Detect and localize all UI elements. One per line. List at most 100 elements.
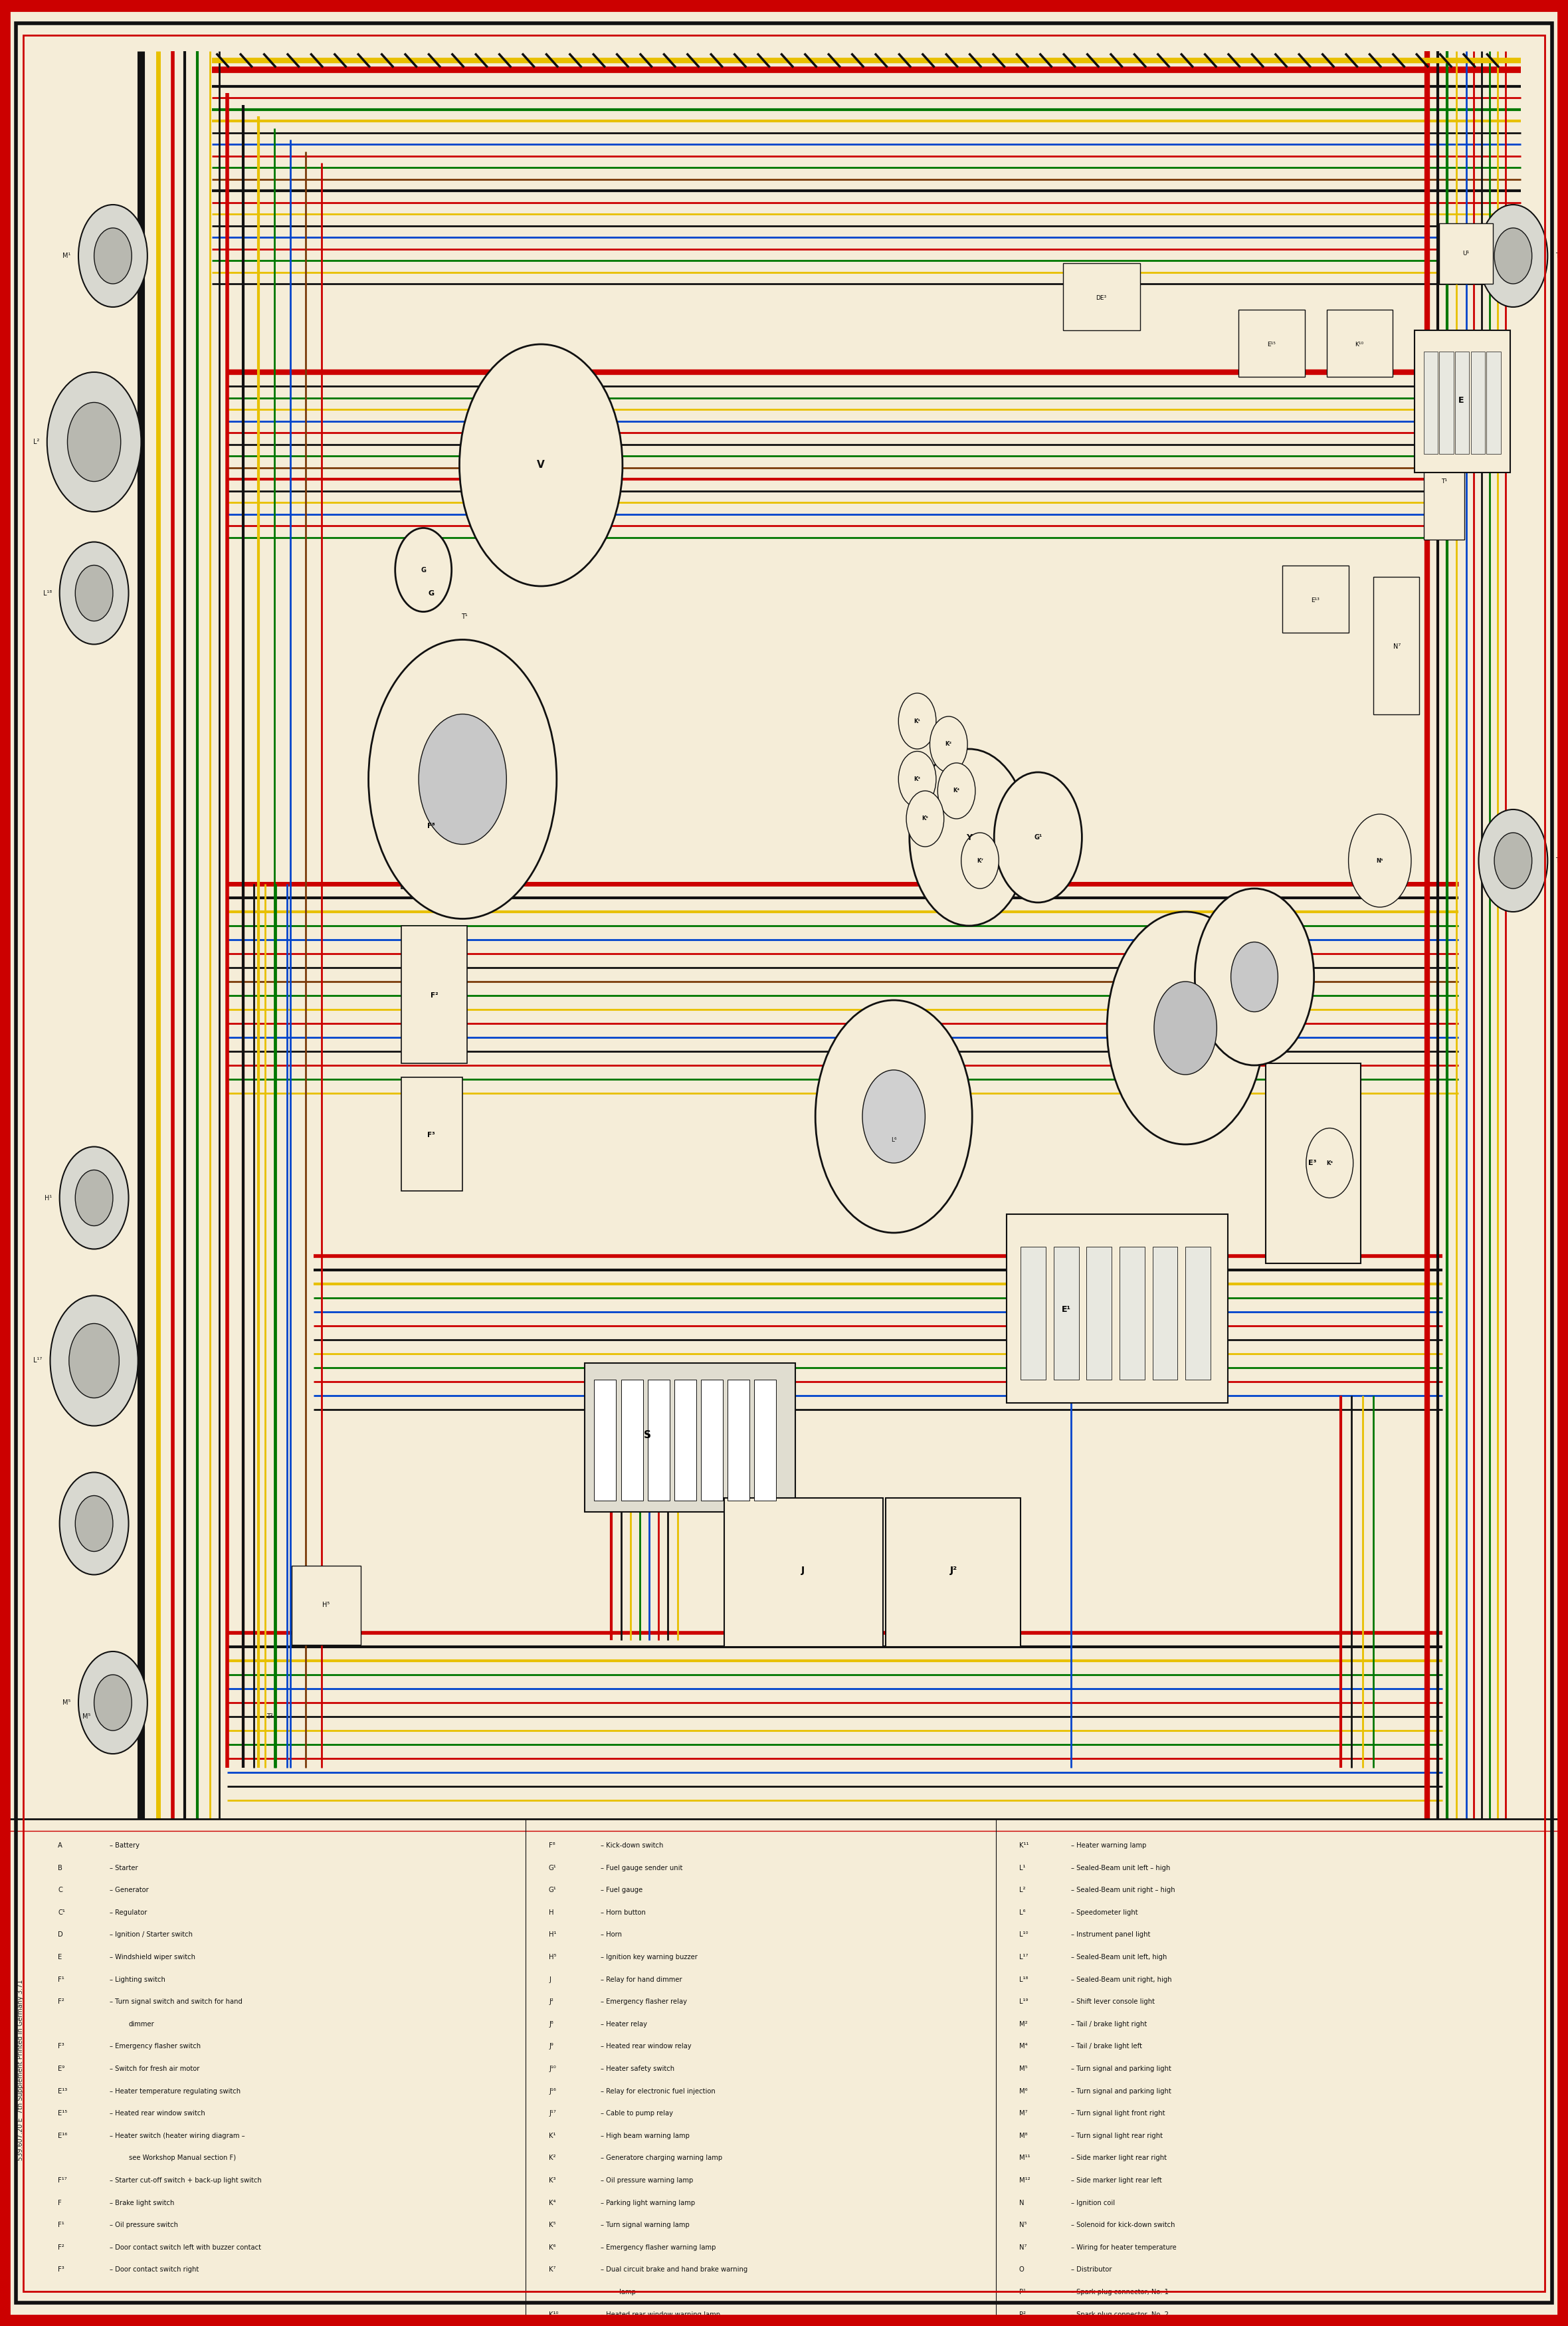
Text: K⁴: K⁴ — [953, 789, 960, 793]
Text: K²: K² — [549, 2154, 555, 2161]
Text: – Horn: – Horn — [601, 1931, 622, 1938]
Text: – Turn signal light front right: – Turn signal light front right — [1071, 2110, 1165, 2117]
Text: T¹: T¹ — [461, 614, 467, 619]
Circle shape — [50, 1296, 138, 1426]
Text: – Turn signal warning lamp: – Turn signal warning lamp — [601, 2221, 690, 2228]
Text: E¹⁵: E¹⁵ — [58, 2110, 67, 2117]
Text: – Ignition key warning buzzer: – Ignition key warning buzzer — [601, 1954, 698, 1961]
Text: M¹: M¹ — [63, 254, 71, 258]
Text: P¹: P¹ — [1019, 2289, 1025, 2296]
Text: – Battery: – Battery — [110, 1842, 140, 1849]
Text: – Wiring for heater temperature: – Wiring for heater temperature — [1071, 2245, 1176, 2252]
Text: – Tail / brake light left: – Tail / brake light left — [1071, 2042, 1142, 2049]
Text: K¹: K¹ — [549, 2133, 555, 2140]
Text: – Heater temperature regulating switch: – Heater temperature regulating switch — [110, 2089, 241, 2093]
Text: – Horn button: – Horn button — [601, 1910, 646, 1917]
Text: L: L — [891, 1112, 897, 1121]
Text: G: G — [428, 591, 434, 595]
FancyBboxPatch shape — [594, 1379, 616, 1500]
Circle shape — [930, 716, 967, 772]
Text: – Kick-down switch: – Kick-down switch — [601, 1842, 663, 1849]
Text: M¹²: M¹² — [1019, 2177, 1030, 2184]
Text: E⁹: E⁹ — [58, 2065, 64, 2072]
Circle shape — [60, 542, 129, 644]
FancyBboxPatch shape — [1374, 577, 1419, 714]
FancyBboxPatch shape — [1239, 309, 1305, 377]
Text: G¹: G¹ — [549, 1865, 557, 1870]
Text: F²: F² — [58, 2245, 64, 2252]
Text: – Generator: – Generator — [110, 1886, 149, 1893]
Text: – Generatore charging warning lamp: – Generatore charging warning lamp — [601, 2154, 723, 2161]
Text: J: J — [801, 1565, 804, 1575]
Text: – Fuel gauge sender unit: – Fuel gauge sender unit — [601, 1865, 682, 1870]
Circle shape — [395, 528, 452, 612]
Text: – Dual circuit brake and hand brake warning: – Dual circuit brake and hand brake warn… — [601, 2266, 748, 2273]
Circle shape — [94, 1675, 132, 1731]
Circle shape — [368, 640, 557, 919]
Text: J¹⁶: J¹⁶ — [549, 2089, 557, 2093]
FancyBboxPatch shape — [886, 1498, 1021, 1647]
Text: – Starter: – Starter — [110, 1865, 138, 1870]
Circle shape — [906, 791, 944, 847]
Text: J⁹: J⁹ — [549, 2042, 554, 2049]
Circle shape — [75, 565, 113, 621]
Text: K⁵: K⁵ — [922, 816, 928, 821]
Text: U¹: U¹ — [1463, 251, 1469, 256]
Text: C: C — [58, 1886, 63, 1893]
Text: F: F — [58, 2200, 61, 2205]
FancyBboxPatch shape — [674, 1379, 696, 1500]
Text: G: G — [420, 568, 426, 572]
Circle shape — [898, 693, 936, 749]
Circle shape — [1154, 982, 1217, 1075]
Text: J²: J² — [950, 1565, 956, 1575]
Circle shape — [961, 833, 999, 889]
Text: F³: F³ — [58, 2266, 64, 2273]
Text: L¹⁰: L¹⁰ — [1019, 1931, 1029, 1938]
Text: M⁶: M⁶ — [1019, 2089, 1027, 2093]
FancyBboxPatch shape — [1471, 351, 1485, 454]
Text: O: O — [1019, 2266, 1024, 2273]
Circle shape — [1107, 912, 1264, 1144]
FancyBboxPatch shape — [292, 1565, 361, 1644]
Text: F¹: F¹ — [58, 2221, 64, 2228]
Text: L¹⁷: L¹⁷ — [1019, 1954, 1029, 1961]
Text: E³: E³ — [1308, 1161, 1317, 1165]
Text: L⁶: L⁶ — [1019, 1910, 1025, 1917]
Text: L¹⁸: L¹⁸ — [42, 591, 52, 595]
Text: F³: F³ — [428, 1133, 434, 1137]
Text: E: E — [58, 1954, 63, 1961]
Circle shape — [938, 763, 975, 819]
Text: E¹³: E¹³ — [1311, 598, 1320, 602]
Text: N⁷: N⁷ — [1019, 2245, 1027, 2252]
Text: V: V — [538, 461, 544, 470]
FancyBboxPatch shape — [1327, 309, 1392, 377]
Text: K¹¹: K¹¹ — [1019, 1842, 1029, 1849]
Text: – Door contact switch right: – Door contact switch right — [110, 2266, 199, 2273]
Circle shape — [1479, 205, 1548, 307]
Text: F⁸: F⁸ — [428, 823, 434, 828]
Text: M⁵: M⁵ — [63, 1700, 71, 1705]
FancyBboxPatch shape — [401, 763, 463, 889]
Text: – Heater switch (heater wiring diagram –: – Heater switch (heater wiring diagram – — [110, 2133, 245, 2140]
Circle shape — [1494, 228, 1532, 284]
Text: – Sealed-Beam unit left – high: – Sealed-Beam unit left – high — [1071, 1865, 1170, 1870]
FancyBboxPatch shape — [648, 1379, 670, 1500]
Text: D: D — [58, 1931, 63, 1938]
Text: – Windshield wiper switch: – Windshield wiper switch — [110, 1954, 196, 1961]
Text: K⁴: K⁴ — [549, 2200, 555, 2205]
Text: S: S — [644, 1430, 651, 1440]
Text: – Heated rear window relay: – Heated rear window relay — [601, 2042, 691, 2049]
Text: – Emergency flasher switch: – Emergency flasher switch — [110, 2042, 201, 2049]
Text: M⁵: M⁵ — [82, 1714, 91, 1719]
FancyBboxPatch shape — [701, 1379, 723, 1500]
Text: A: A — [58, 1842, 63, 1849]
FancyBboxPatch shape — [1283, 565, 1348, 633]
FancyBboxPatch shape — [728, 1379, 750, 1500]
FancyBboxPatch shape — [1120, 1247, 1145, 1379]
Text: lamp: lamp — [619, 2289, 637, 2296]
Text: T²: T² — [267, 1714, 273, 1719]
Circle shape — [419, 714, 506, 844]
Text: T¹: T¹ — [1441, 479, 1447, 484]
Text: M²: M² — [1019, 2021, 1027, 2028]
Text: – Relay for hand dimmer: – Relay for hand dimmer — [601, 1977, 682, 1982]
